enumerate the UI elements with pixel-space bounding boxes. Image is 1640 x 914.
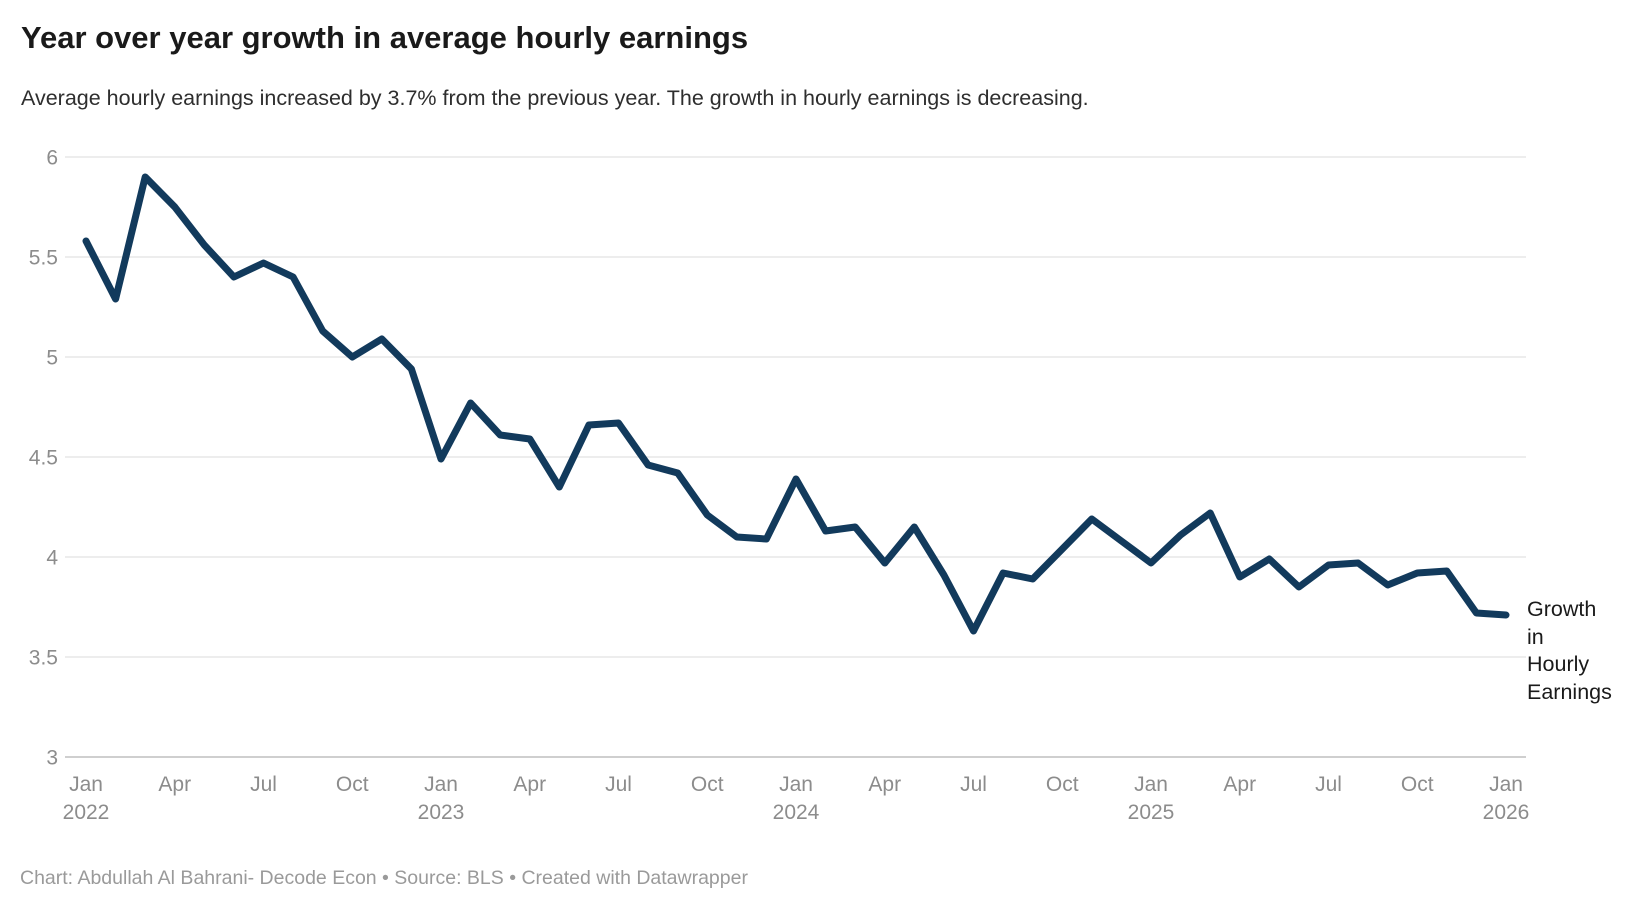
y-tick-label: 4.5 bbox=[29, 447, 58, 470]
x-tick-month: Jul bbox=[250, 773, 277, 796]
x-tick-year: 2024 bbox=[773, 801, 820, 824]
x-tick-month: Jan bbox=[69, 773, 103, 796]
x-tick-month: Apr bbox=[868, 773, 901, 796]
attribution-byline: Chart: Abdullah Al Bahrani- Decode Econ … bbox=[20, 867, 748, 889]
y-tick-label: 3 bbox=[46, 747, 58, 770]
chart-subtitle: Average hourly earnings increased by 3.7… bbox=[21, 86, 1089, 110]
x-tick-month: Jan bbox=[1489, 773, 1523, 796]
x-tick-month: Apr bbox=[158, 773, 191, 796]
x-tick-month: Jul bbox=[1315, 773, 1342, 796]
x-tick-month: Apr bbox=[1223, 773, 1256, 796]
y-axis-labels: 6 5.5 5 4.5 4 3.5 3 bbox=[29, 147, 59, 770]
y-tick-label: 5 bbox=[46, 347, 58, 370]
data-line-growth-in-hourly-earnings bbox=[82, 173, 1510, 635]
x-tick-year: 2025 bbox=[1128, 801, 1175, 824]
x-tick-month: Jan bbox=[424, 773, 458, 796]
x-tick-month: Oct bbox=[336, 773, 369, 796]
x-tick-month: Oct bbox=[1046, 773, 1079, 796]
y-tick-label: 5.5 bbox=[29, 247, 58, 270]
x-tick-month: Jul bbox=[960, 773, 987, 796]
x-tick-month: Oct bbox=[691, 773, 724, 796]
y-tick-label: 3.5 bbox=[29, 647, 58, 670]
x-tick-year: 2026 bbox=[1483, 801, 1530, 824]
gridlines bbox=[65, 156, 1526, 758]
y-tick-label: 6 bbox=[46, 147, 58, 170]
y-tick-label: 4 bbox=[46, 547, 58, 570]
series-label: Growth in Hourly Earnings bbox=[1527, 597, 1612, 704]
x-tick-month: Apr bbox=[513, 773, 546, 796]
x-axis-labels: Jan 2022 Apr Jul Oct Jan 2023 Apr Jul Oct Jan 2024 A… bbox=[63, 773, 1530, 824]
x-tick-year: 2022 bbox=[63, 801, 110, 824]
x-tick-month: Jan bbox=[1134, 773, 1168, 796]
x-tick-year: 2023 bbox=[418, 801, 465, 824]
x-tick-month: Jul bbox=[605, 773, 632, 796]
chart-title: Year over year growth in average hourly … bbox=[21, 20, 749, 55]
x-tick-month: Oct bbox=[1401, 773, 1434, 796]
x-tick-month: Jan bbox=[779, 773, 813, 796]
